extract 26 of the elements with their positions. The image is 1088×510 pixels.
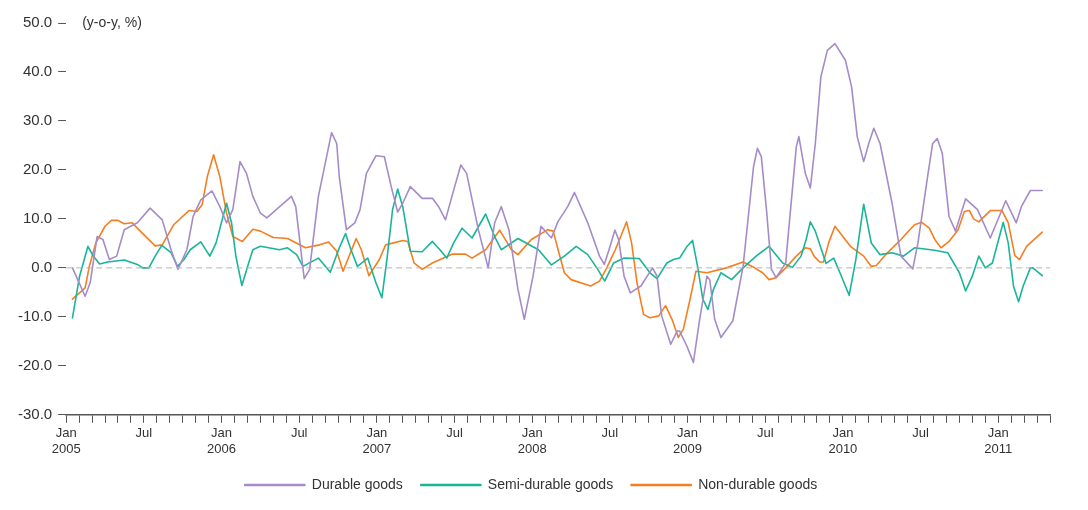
x-tick-label: Jan 2010: [828, 425, 858, 456]
y-axis-title: (y-o-y, %): [82, 13, 142, 30]
y-tick-label: 30.0: [22, 111, 53, 129]
y-tick-label: -10.0: [17, 306, 53, 324]
x-tick-label: Jan 2011: [984, 425, 1013, 456]
legend-label: Semi-durable goods: [487, 475, 614, 492]
x-tick-label: Jan 2006: [207, 425, 236, 456]
x-tick-label: Jan 2007: [362, 425, 392, 456]
y-tick-label: 20.0: [22, 160, 53, 178]
legend-label: Non-durable goods: [698, 475, 818, 492]
x-tick-label: Jan 2008: [517, 425, 547, 456]
x-tick-label: Jan 2005: [51, 425, 81, 456]
x-tick-label: Jul: [135, 425, 153, 441]
y-tick-label: 10.0: [22, 209, 53, 227]
y-tick-label: -20.0: [17, 355, 53, 373]
x-tick-label: Jul: [290, 425, 308, 441]
y-tick-label: 40.0: [22, 62, 53, 80]
x-tick-label: Jan 2009: [673, 425, 702, 456]
y-tick-label: 0.0: [31, 258, 53, 276]
x-tick-label: Jul: [601, 425, 619, 441]
x-tick-label: Jul: [756, 425, 774, 441]
y-tick-label: -30.0: [17, 404, 53, 422]
y-tick-label: 50.0: [22, 13, 53, 31]
x-tick-label: Jul: [446, 425, 463, 441]
legend-label: Durable goods: [311, 475, 403, 492]
x-tick-label: Jul: [912, 425, 929, 441]
